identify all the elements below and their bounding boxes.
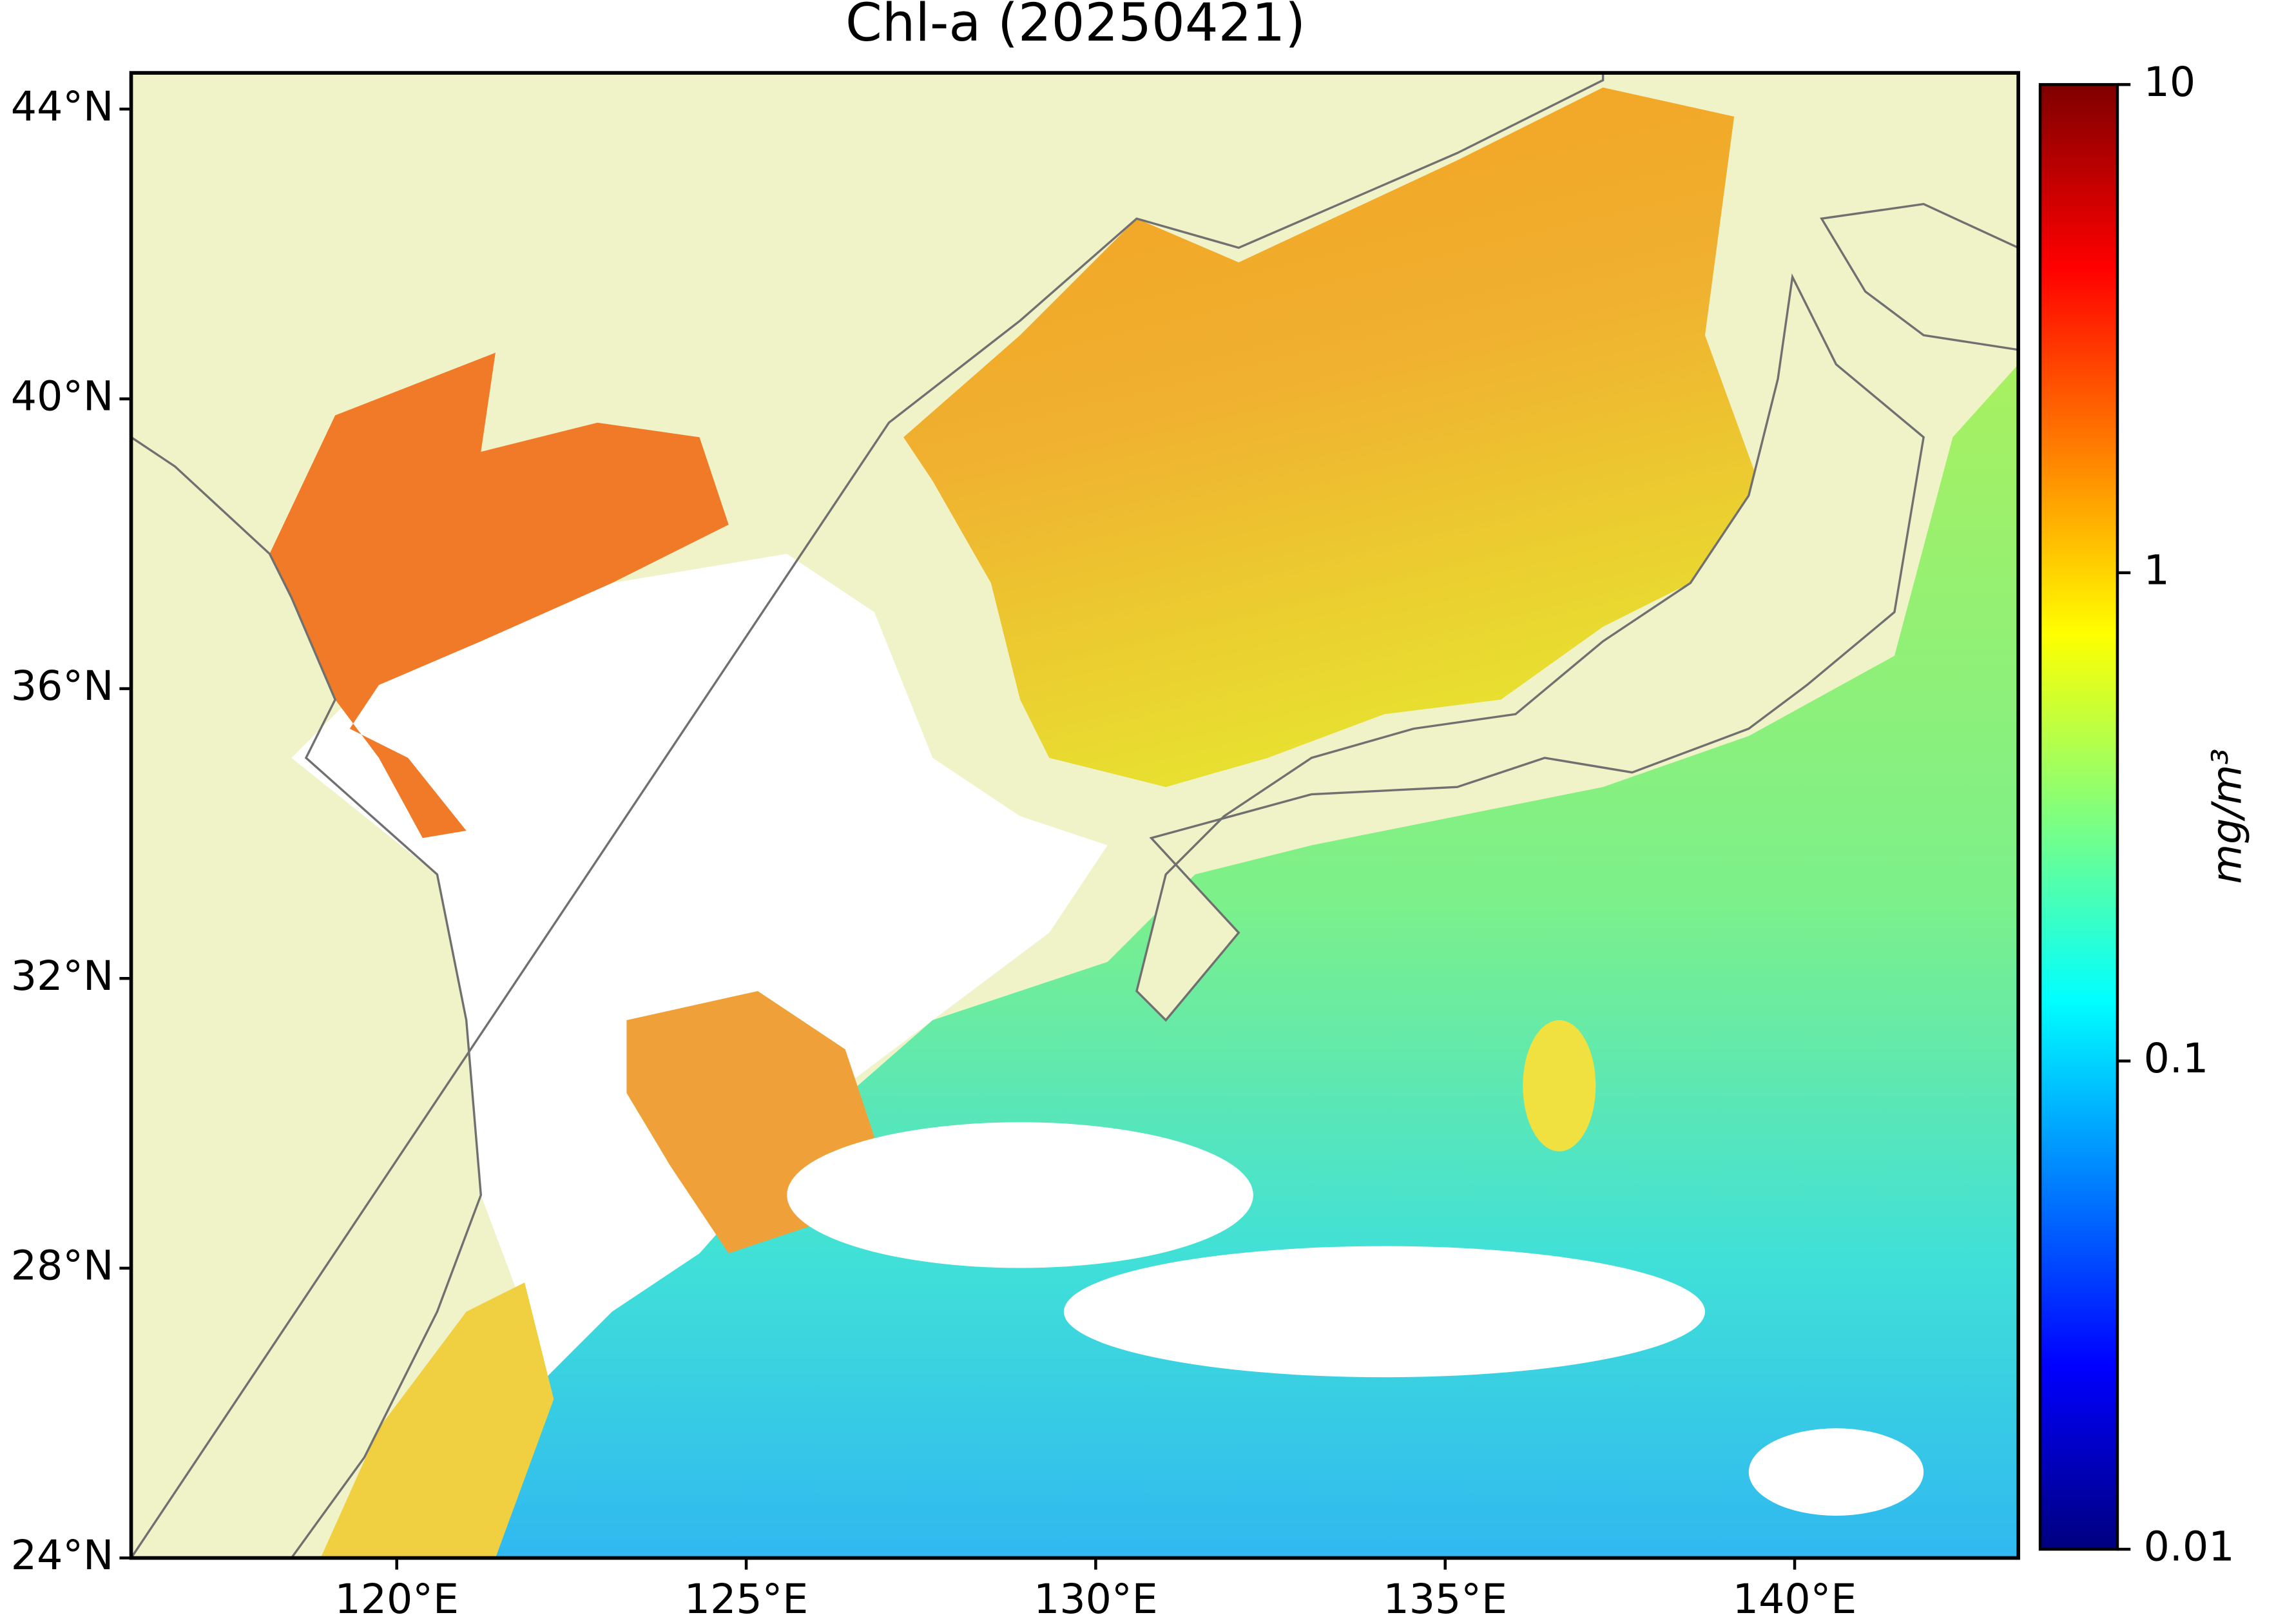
colorbar-tick-label: 0.01 [2144, 1523, 2235, 1571]
map-area [131, 73, 2019, 1558]
bohai-chl [269, 353, 729, 838]
coastline [131, 73, 1605, 1558]
colorbar [2038, 82, 2119, 1551]
map-title: Chl-a (20250421) [845, 0, 1306, 53]
colorbar-label: mg/m³ [2203, 748, 2251, 884]
cloud-cover [1748, 1428, 1924, 1516]
x-tick-label: 120°E [334, 1575, 459, 1623]
y-tick-label: 24°N [11, 1531, 114, 1579]
x-tick-label: 135°E [1383, 1575, 1507, 1623]
y-tick-label: 36°N [11, 662, 114, 710]
eddy-chl [1523, 1020, 1596, 1152]
y-tick-label: 44°N [11, 82, 114, 130]
colorbar-tick-label: 10 [2144, 58, 2196, 106]
x-tick-label: 130°E [1034, 1575, 1158, 1623]
y-tick-label: 32°N [11, 952, 114, 1000]
japan-land [1135, 273, 1925, 1022]
pacific-chl [437, 364, 2019, 1558]
map-frame [129, 71, 2020, 1560]
x-tick-label: 140°E [1733, 1575, 1857, 1623]
cloud-cover [787, 1122, 1253, 1268]
cloud-cover [1063, 1246, 1705, 1378]
sea-of-japan-chl [903, 87, 1764, 788]
y-tick-label: 28°N [11, 1241, 114, 1289]
x-tick-label: 125°E [684, 1575, 809, 1623]
y-tick-label: 40°N [11, 372, 114, 420]
colorbar-tick-label: 1 [2144, 546, 2170, 594]
hokkaido-land [1820, 202, 2019, 351]
colorbar-tick-label: 0.1 [2144, 1034, 2209, 1082]
coastal-chl [320, 1282, 554, 1558]
